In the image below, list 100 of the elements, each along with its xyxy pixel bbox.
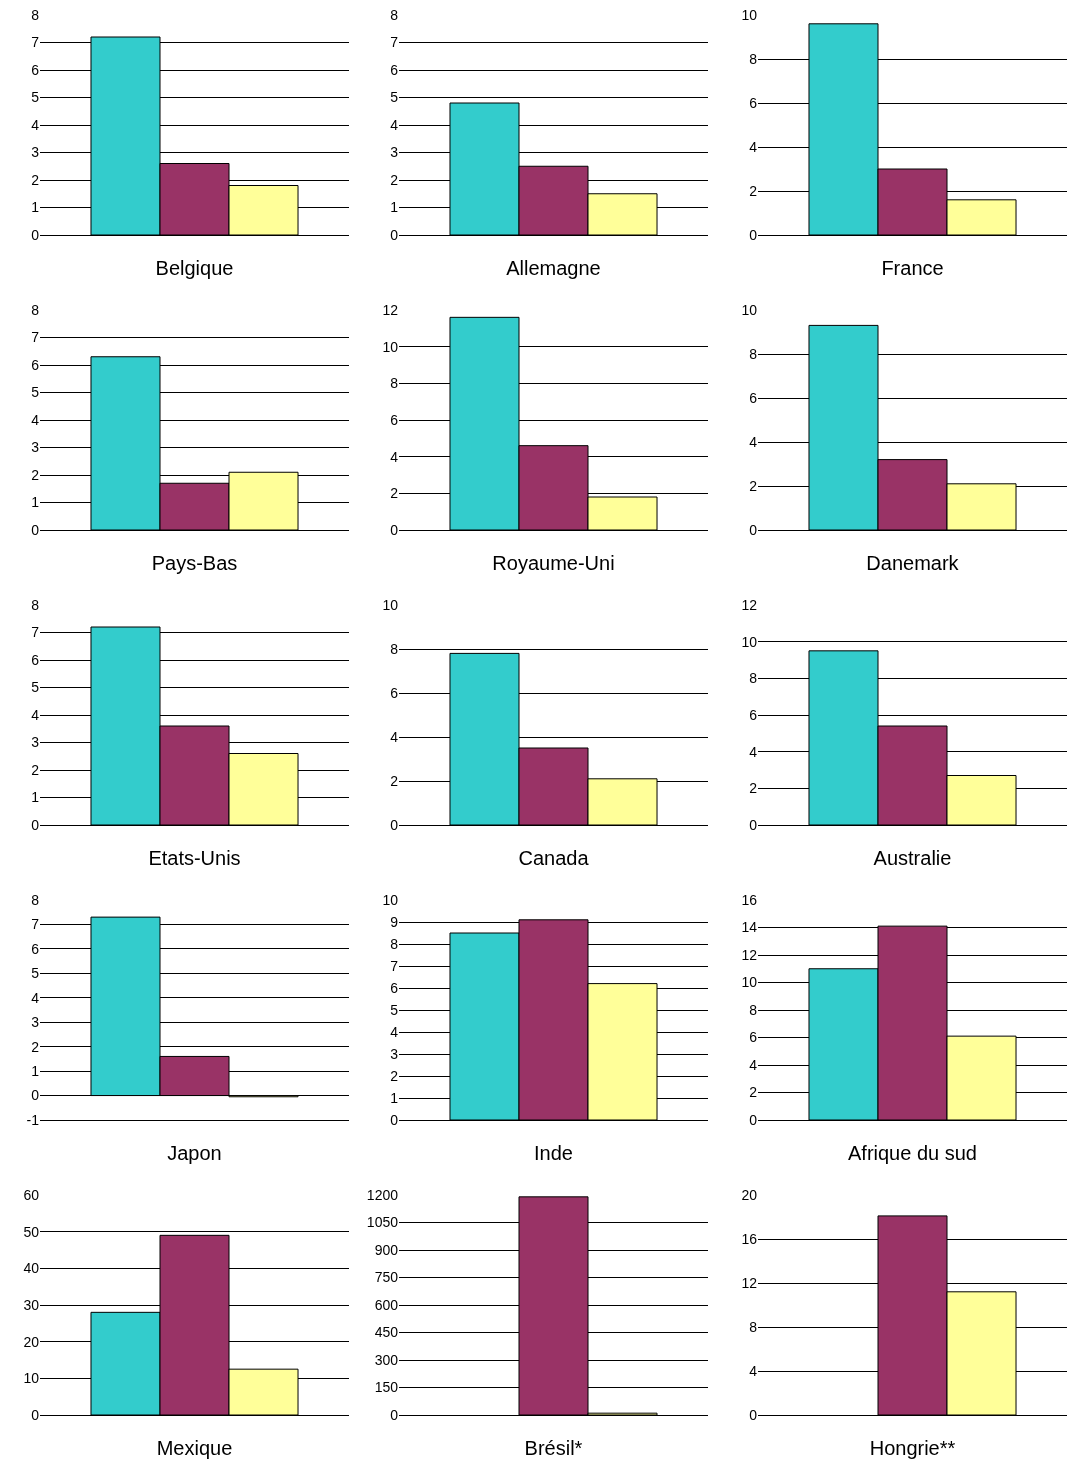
y-tick-label: 6 (31, 940, 40, 957)
y-tick-label: 2 (390, 772, 399, 789)
y-tick-label: 1 (31, 789, 40, 806)
x-axis-title: France (881, 257, 944, 280)
y-tick-label: 6 (749, 389, 758, 406)
y-tick-label: 8 (31, 596, 40, 613)
y-tick-label: 7 (31, 916, 40, 933)
y-tick-label: 4 (749, 1362, 758, 1379)
x-axis-title: Japon (167, 1142, 222, 1165)
y-tick-label: 6 (31, 356, 40, 373)
y-tick-label: 16 (741, 891, 758, 908)
y-tick-label: 2 (31, 466, 40, 483)
y-tick-label: 7 (31, 34, 40, 51)
y-tick-label: 10 (741, 6, 758, 23)
x-axis-title: Belgique (155, 257, 234, 280)
y-tick-label: 6 (749, 94, 758, 111)
y-tick-label: 12 (382, 301, 399, 318)
y-tick-label: 7 (31, 329, 40, 346)
y-tick-label: 6 (390, 684, 399, 701)
y-tick-label: 1 (390, 199, 399, 216)
y-tick-label: 0 (749, 1406, 758, 1423)
x-axis-title: Mexique (156, 1437, 233, 1460)
y-tick-label: 10 (382, 596, 399, 613)
y-tick-label: 0 (31, 816, 40, 833)
y-tick-label: 4 (390, 448, 399, 465)
y-tick-label: 10 (741, 633, 758, 650)
y-tick-label: 1 (31, 494, 40, 511)
y-tick-label: 12 (741, 596, 758, 613)
y-tick-label: 8 (749, 50, 758, 67)
y-tick-label: 4 (749, 1056, 758, 1073)
y-tick-label: 3 (390, 1045, 399, 1062)
y-tick-label: 2 (749, 1084, 758, 1101)
y-tick-label: 4 (390, 1023, 399, 1040)
y-tick-label: 6 (31, 61, 40, 78)
y-tick-label: 600 (374, 1296, 399, 1313)
y-tick-label: 4 (390, 728, 399, 745)
x-axis-title: Allemagne (506, 257, 601, 280)
x-axis-title: Hongrie** (869, 1437, 956, 1460)
y-tick-label: 8 (749, 670, 758, 687)
x-axis-title: Australie (873, 847, 952, 870)
y-tick-label: 4 (31, 411, 40, 428)
y-tick-label: 10 (382, 338, 399, 355)
y-tick-label: 0 (749, 226, 758, 243)
y-tick-label: 3 (31, 1014, 40, 1031)
y-tick-label: 8 (31, 301, 40, 318)
y-tick-label: -1 (26, 1111, 40, 1128)
y-tick-label: 0 (390, 816, 399, 833)
y-tick-label: 0 (31, 1087, 40, 1104)
y-tick-label: 2 (31, 1038, 40, 1055)
y-tick-label: 3 (390, 144, 399, 161)
y-tick-label: 8 (390, 375, 399, 392)
y-tick-label: 8 (749, 345, 758, 362)
y-tick-label: 4 (749, 743, 758, 760)
y-tick-label: 40 (23, 1260, 40, 1277)
y-tick-label: 2 (390, 1067, 399, 1084)
y-tick-label: 300 (374, 1351, 399, 1368)
y-tick-label: 0 (749, 816, 758, 833)
y-tick-label: 2 (390, 171, 399, 188)
x-axis-title: Danemark (866, 552, 960, 575)
y-tick-label: 8 (749, 1001, 758, 1018)
y-tick-label: 2 (31, 761, 40, 778)
y-tick-label: 5 (31, 384, 40, 401)
y-tick-label: 750 (374, 1269, 399, 1286)
y-tick-label: 5 (31, 679, 40, 696)
y-tick-label: 30 (23, 1296, 40, 1313)
y-tick-label: 10 (382, 891, 399, 908)
y-tick-label: 6 (390, 61, 399, 78)
y-tick-label: 2 (749, 182, 758, 199)
y-tick-label: 9 (390, 913, 399, 930)
y-tick-label: 450 (374, 1324, 399, 1341)
y-tick-label: 50 (23, 1223, 40, 1240)
y-tick-label: 8 (390, 6, 399, 23)
y-tick-label: 8 (749, 1318, 758, 1335)
y-tick-label: 0 (390, 1111, 399, 1128)
y-tick-label: 6 (390, 411, 399, 428)
y-tick-label: 6 (749, 1029, 758, 1046)
y-tick-label: 0 (749, 521, 758, 538)
y-tick-label: 2 (31, 171, 40, 188)
x-axis-title: Brésil* (524, 1437, 583, 1460)
y-tick-label: 2 (749, 477, 758, 494)
y-tick-label: 20 (741, 1186, 758, 1203)
x-axis-title: Afrique du sud (848, 1142, 977, 1165)
y-tick-label: 7 (31, 624, 40, 641)
y-tick-label: 1 (390, 1089, 399, 1106)
y-tick-label: 6 (749, 706, 758, 723)
y-tick-label: 8 (31, 891, 40, 908)
x-axis-title: Etats-Unis (148, 847, 241, 870)
y-tick-label: 0 (31, 226, 40, 243)
y-tick-label: 10 (23, 1370, 40, 1387)
y-tick-label: 1200 (366, 1186, 399, 1203)
y-tick-label: 1 (31, 1063, 40, 1080)
y-tick-label: 4 (749, 433, 758, 450)
x-axis-title: Royaume-Uni (492, 552, 615, 575)
y-tick-label: 0 (749, 1111, 758, 1128)
x-axis-title: Pays-Bas (151, 552, 238, 575)
y-tick-label: 3 (31, 144, 40, 161)
y-tick-label: 4 (31, 116, 40, 133)
y-tick-label: 60 (23, 1186, 40, 1203)
y-tick-label: 8 (390, 935, 399, 952)
y-tick-label: 7 (390, 957, 399, 974)
